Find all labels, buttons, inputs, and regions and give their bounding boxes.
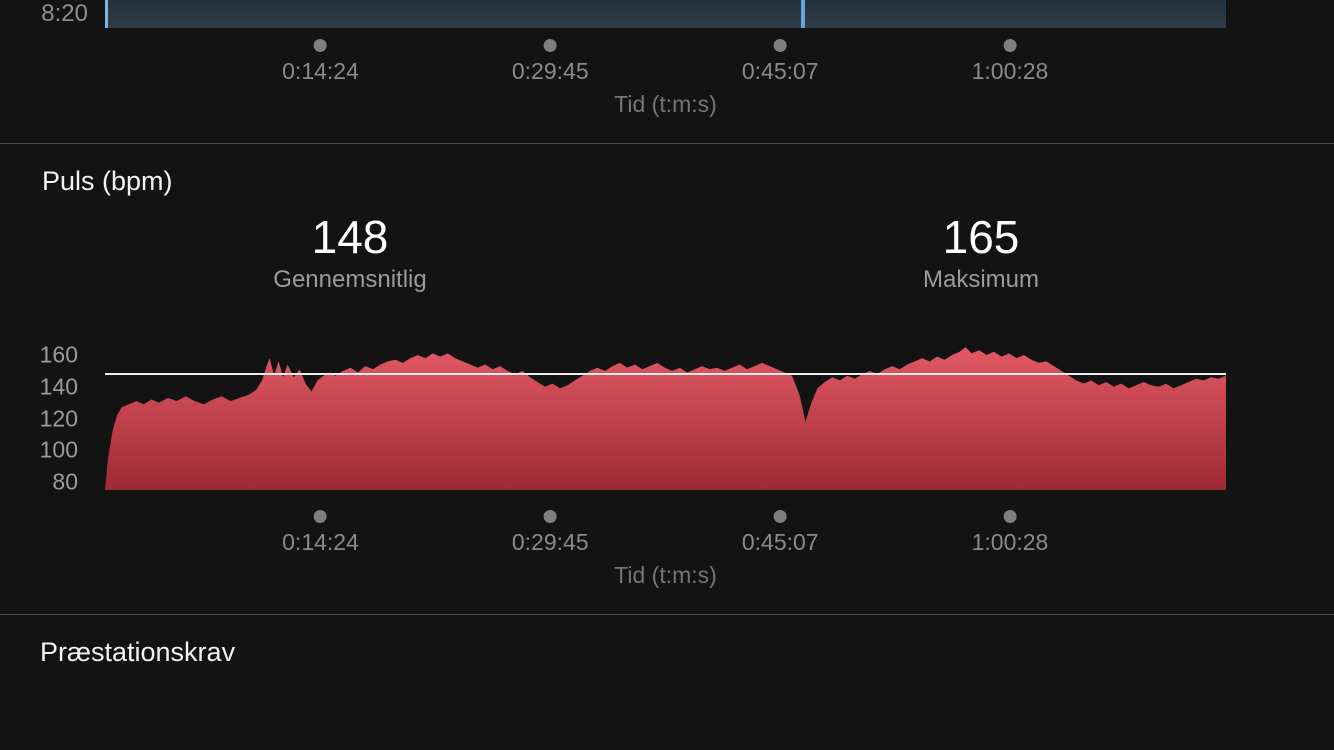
y-tick-label: 160 [39,341,78,368]
heart-rate-area-svg [105,347,1226,490]
avg-heart-rate-stat: 148 Gennemsnitlig [273,211,426,294]
x-tick-label: 0:14:24 [282,58,359,84]
x-tick: 0:45:07 [742,39,819,85]
section-divider [0,614,1334,615]
x-tick-label: 1:00:28 [971,529,1049,555]
x-tick: 0:45:07 [742,510,819,556]
pace-chart-area[interactable] [105,0,1226,28]
x-tick: 0:29:45 [512,39,589,85]
tick-dot-icon [543,39,557,52]
x-tick: 1:00:28 [971,510,1049,556]
pace-bar-left-edge [105,0,108,28]
x-tick: 0:29:45 [512,510,589,556]
y-tick-label: 140 [39,373,78,400]
tick-dot-icon [1003,510,1017,523]
x-tick-label: 0:29:45 [511,529,589,555]
tick-dot-icon [314,510,328,523]
section-divider [0,143,1334,144]
x-tick-label: 1:00:28 [971,58,1049,84]
heart-rate-area [105,347,1226,490]
pace-y-tick-label: 8:20 [41,0,88,27]
tick-dot-icon [773,39,787,52]
tick-dot-icon [314,39,328,52]
tick-dot-icon [773,510,787,523]
tick-dot-icon [1003,39,1017,52]
performance-section-title: Præstationskrav [40,637,236,667]
hr-y-axis: 160 140 120 100 80 [0,341,88,495]
chart-scrub-cursor[interactable] [800,0,805,28]
x-tick: 0:14:24 [282,510,359,556]
heart-rate-chart[interactable] [105,345,1226,490]
x-tick: 1:00:28 [971,39,1049,85]
y-tick-label: 100 [39,436,78,463]
tick-dot-icon [543,510,557,523]
x-tick-label: 0:29:45 [511,58,589,84]
hr-x-axis: Tid (t:m:s) 0:14:24 0:29:45 0:45:07 1:00:28 [105,510,1226,620]
avg-heart-rate-reference-line [105,373,1226,376]
y-tick-label: 80 [52,468,78,495]
x-tick-label: 0:45:07 [741,529,819,555]
pace-x-axis: Tid (t:m:s) 0:14:24 0:29:45 0:45:07 1:00:28 [105,39,1226,149]
x-tick: 0:14:24 [282,39,359,85]
x-axis-title: Tid (t:m:s) [614,562,717,588]
y-tick-label: 120 [39,405,78,432]
x-tick-label: 0:45:07 [741,58,819,84]
avg-heart-rate-label: Gennemsnitlig [273,266,427,293]
max-heart-rate-value: 165 [942,211,1020,263]
x-tick-label: 0:14:24 [282,529,359,555]
max-heart-rate-stat: 165 Maksimum [923,211,1039,294]
x-axis-title: Tid (t:m:s) [614,91,717,117]
heart-rate-section-title: Puls (bpm) [42,166,173,196]
max-heart-rate-label: Maksimum [922,266,1040,293]
avg-heart-rate-value: 148 [311,211,389,263]
